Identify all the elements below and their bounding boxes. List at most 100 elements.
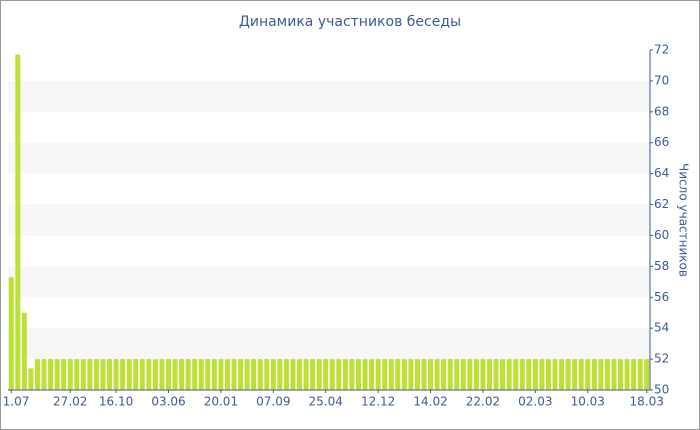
bar <box>80 359 86 390</box>
grid-band <box>8 266 650 298</box>
bar <box>93 359 99 390</box>
bar <box>408 359 414 390</box>
x-tick-label: 1.07 <box>3 395 30 409</box>
bar <box>198 359 204 390</box>
bar <box>441 359 447 390</box>
bar <box>126 359 132 390</box>
bar <box>290 359 296 390</box>
x-tick-label: 10.03 <box>571 395 605 409</box>
bar <box>231 359 237 390</box>
y-axis-label: Число участников <box>677 163 691 277</box>
bar <box>336 359 342 390</box>
x-tick-label: 27.02 <box>53 395 87 409</box>
bar <box>585 359 591 390</box>
bar <box>224 359 230 390</box>
x-tick-label: 14.02 <box>413 395 447 409</box>
bar <box>329 359 335 390</box>
bar <box>264 359 270 390</box>
bar <box>139 359 145 390</box>
bar <box>644 359 650 390</box>
bar <box>34 359 40 390</box>
bar <box>414 359 420 390</box>
bar <box>355 359 361 390</box>
y-tick-label: 70 <box>654 73 669 87</box>
bar <box>205 359 211 390</box>
bar <box>349 359 355 390</box>
x-tick-label: 16.10 <box>99 395 133 409</box>
bar <box>107 359 113 390</box>
bar <box>61 359 67 390</box>
bar <box>513 359 519 390</box>
chart-title: Динамика участников беседы <box>239 14 461 30</box>
bar <box>185 359 191 390</box>
bar <box>238 359 244 390</box>
bar <box>618 359 624 390</box>
bar <box>473 359 479 390</box>
bar <box>395 359 401 390</box>
x-tick-label: 18.03 <box>630 395 664 409</box>
bar <box>192 359 198 390</box>
x-tick-label: 25.04 <box>309 395 343 409</box>
bar <box>611 359 617 390</box>
bar <box>454 359 460 390</box>
bar <box>382 359 388 390</box>
bar <box>519 359 525 390</box>
bar <box>539 359 545 390</box>
bar <box>74 359 80 390</box>
bar <box>277 359 283 390</box>
bar <box>87 359 93 390</box>
bar <box>532 359 538 390</box>
y-tick-label: 62 <box>654 197 669 211</box>
bar <box>159 359 165 390</box>
bar <box>565 359 571 390</box>
bar <box>467 359 473 390</box>
bar <box>552 359 558 390</box>
x-tick-label: 02.03 <box>518 395 552 409</box>
bar <box>559 359 565 390</box>
y-tick-label: 68 <box>654 104 669 118</box>
bar <box>310 359 316 390</box>
y-tick-label: 60 <box>654 228 669 242</box>
bar <box>283 359 289 390</box>
x-tick-label: 20.01 <box>204 395 238 409</box>
y-tick-label: 64 <box>654 166 669 180</box>
bar <box>316 359 322 390</box>
bar <box>100 359 106 390</box>
bar <box>460 359 466 390</box>
bar <box>598 359 604 390</box>
y-tick-label: 50 <box>654 383 669 397</box>
bar <box>48 359 54 390</box>
bar <box>434 359 440 390</box>
bar <box>447 359 453 390</box>
bar <box>133 359 139 390</box>
x-tick-label: 07.09 <box>256 395 290 409</box>
bar <box>67 359 73 390</box>
bar <box>270 359 276 390</box>
bar <box>362 359 368 390</box>
bar <box>166 359 171 390</box>
bar <box>257 359 263 390</box>
y-tick-label: 58 <box>654 259 669 273</box>
bar <box>388 359 394 390</box>
grid-band <box>8 80 650 112</box>
y-tick-label: 72 <box>654 43 669 57</box>
bar <box>506 359 512 390</box>
bar <box>211 359 217 390</box>
bar <box>401 359 407 390</box>
bar <box>369 359 375 390</box>
bar <box>631 359 637 390</box>
x-tick-label: 12.12 <box>361 395 395 409</box>
bar <box>218 359 224 390</box>
x-tick-label: 03.06 <box>151 395 185 409</box>
bar <box>428 359 434 390</box>
grid-band <box>8 328 650 360</box>
y-tick-label: 54 <box>654 321 669 335</box>
bar <box>480 359 486 390</box>
bar <box>28 368 34 390</box>
bar <box>303 359 309 390</box>
bar <box>113 359 119 390</box>
bar <box>545 359 551 390</box>
bar <box>120 359 126 390</box>
bar <box>375 359 381 390</box>
